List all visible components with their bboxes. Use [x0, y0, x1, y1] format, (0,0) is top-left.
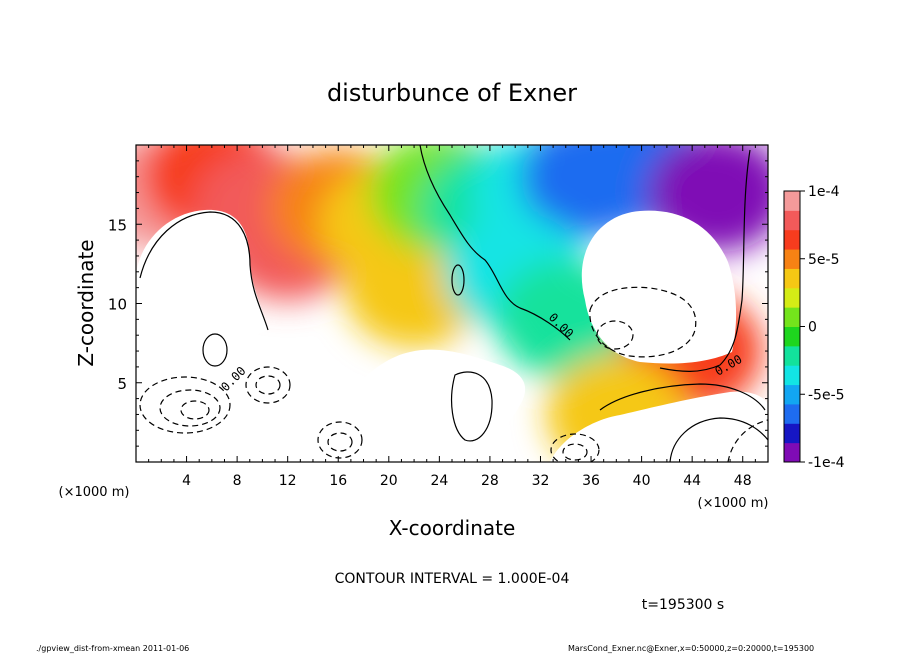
colorbar-segment-7	[784, 307, 800, 327]
neg-contour-bottom-right	[727, 419, 768, 462]
neg-contour-left-inner	[180, 400, 210, 420]
white-blob-upper-right	[581, 210, 737, 364]
y-axis-unit: (×1000 m)	[59, 485, 130, 500]
neg-contour-mid-2	[255, 375, 281, 395]
zero-contour-lower-right	[599, 383, 766, 411]
colorbar-label-1: 5e-5	[808, 252, 839, 268]
colorbar-segment-2	[784, 403, 800, 424]
colorbar-segment-4	[784, 365, 800, 386]
x-axis-ticks: 4 8 12 16 20 24 28 32 36 40 44 48	[148, 145, 756, 489]
colorbar-segment-11	[784, 229, 800, 250]
neg-contour-mid-5	[550, 433, 600, 462]
white-blob-lower-right	[550, 391, 768, 462]
x-tick-label-3: 16	[329, 473, 347, 489]
x-tick-label-4: 20	[380, 473, 398, 489]
y-tick-label-2: 15	[108, 216, 127, 234]
time-label: t=195300 s	[642, 597, 724, 613]
colorbar-segment-1	[784, 423, 800, 444]
colorbar: 1e-4 5e-5 0 -5e-5 -1e-4	[783, 184, 845, 471]
out-of-range-areas	[136, 209, 768, 462]
footer-left: ./gpview_dist-from-xmean 2011-01-06	[36, 644, 189, 653]
colorbar-segment-13	[784, 191, 800, 211]
colorbar-segment-10	[784, 249, 800, 269]
chart-title: disturbunce of Exner	[327, 79, 577, 107]
zero-contour-left-blob	[139, 211, 269, 331]
neg-contour-mid-6	[562, 443, 588, 461]
x-tick-label-0: 4	[182, 473, 191, 489]
neg-contour-right-outer	[589, 286, 697, 358]
footer-right: MarsCond_Exner.nc@Exner,x=0:50000,z=0:20…	[568, 644, 814, 653]
white-blob-small-2	[450, 426, 486, 462]
y-tick-label-1: 10	[108, 296, 127, 314]
plot-area: 0.00 0.00 0.00	[136, 145, 768, 462]
contour-lines	[139, 145, 768, 462]
x-axis-label: X-coordinate	[389, 516, 516, 540]
contour-interval-label: CONTOUR INTERVAL = 1.000E-04	[335, 571, 570, 587]
zero-contour-bottom-right	[669, 417, 768, 462]
x-tick-label-1: 8	[233, 473, 242, 489]
colorbar-label-0: 1e-4	[808, 184, 840, 200]
colorbar-label-3: -5e-5	[808, 387, 845, 403]
colorbar-segment-6	[784, 326, 800, 347]
colorbar-segment-3	[784, 384, 800, 405]
neg-contour-left-mid	[159, 389, 221, 427]
y-axis-label: Z-coordinate	[74, 239, 98, 366]
white-blob-lower-left	[136, 355, 226, 462]
zero-contour-right	[659, 149, 751, 372]
white-blob-upper-left	[136, 209, 268, 340]
neg-contour-mid-1	[245, 366, 291, 404]
white-blob-small-1	[256, 404, 314, 455]
y-tick-label-0: 5	[117, 375, 127, 393]
neg-contour-mid-3	[317, 421, 363, 459]
colorbar-segment-9	[784, 268, 800, 289]
colorbar-label-2: 0	[808, 320, 817, 336]
neg-contour-mid-4	[327, 432, 353, 452]
x-tick-label-7: 32	[532, 473, 550, 489]
colorbar-segment-5	[784, 345, 800, 366]
zero-contour-small-2	[202, 333, 228, 367]
colorbar-label-4: -1e-4	[808, 455, 845, 471]
x-tick-label-5: 24	[430, 473, 448, 489]
neg-contour-right-inner	[596, 320, 634, 350]
colorbar-segment-0	[784, 442, 800, 463]
neg-contour-left-outer	[139, 376, 231, 434]
zero-contour-main	[419, 145, 571, 341]
zero-contour-small-1	[451, 264, 465, 296]
x-tick-label-2: 12	[279, 473, 297, 489]
zero-contour-lower	[450, 371, 493, 442]
y-axis-ticks: 5 10 15	[108, 160, 768, 447]
colorbar-segment-12	[784, 210, 800, 231]
x-tick-label-8: 36	[582, 473, 600, 489]
x-axis-unit: (×1000 m)	[698, 496, 769, 511]
x-tick-label-11: 48	[734, 473, 752, 489]
x-tick-label-6: 28	[481, 473, 499, 489]
negative-contours	[139, 286, 768, 462]
colorbar-segment-8	[784, 287, 800, 308]
x-tick-label-9: 40	[633, 473, 651, 489]
x-tick-label-10: 44	[683, 473, 701, 489]
